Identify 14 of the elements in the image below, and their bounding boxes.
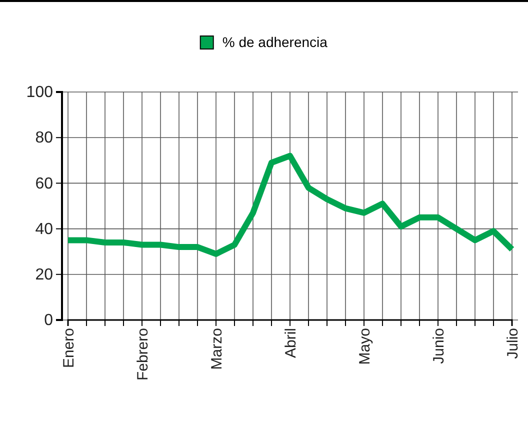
x-tick-label: Marzo xyxy=(208,328,226,370)
x-tick-label: Julio xyxy=(504,328,522,359)
legend-label: % de adherencia xyxy=(222,34,328,50)
x-tick-label: Junio xyxy=(430,328,448,364)
x-tick-label: Enero xyxy=(60,328,78,368)
x-tick-label: Febrero xyxy=(134,328,152,381)
x-tick-label: Abril xyxy=(282,328,300,358)
y-tick-label: 40 xyxy=(35,220,54,238)
y-tick-label: 20 xyxy=(35,266,54,284)
y-tick-label: 0 xyxy=(44,312,54,330)
y-tick-label: 60 xyxy=(35,175,54,192)
y-tick-label: 100 xyxy=(26,84,54,102)
x-tick-label: Mayo xyxy=(356,328,374,365)
y-tick-label: 80 xyxy=(35,130,54,147)
